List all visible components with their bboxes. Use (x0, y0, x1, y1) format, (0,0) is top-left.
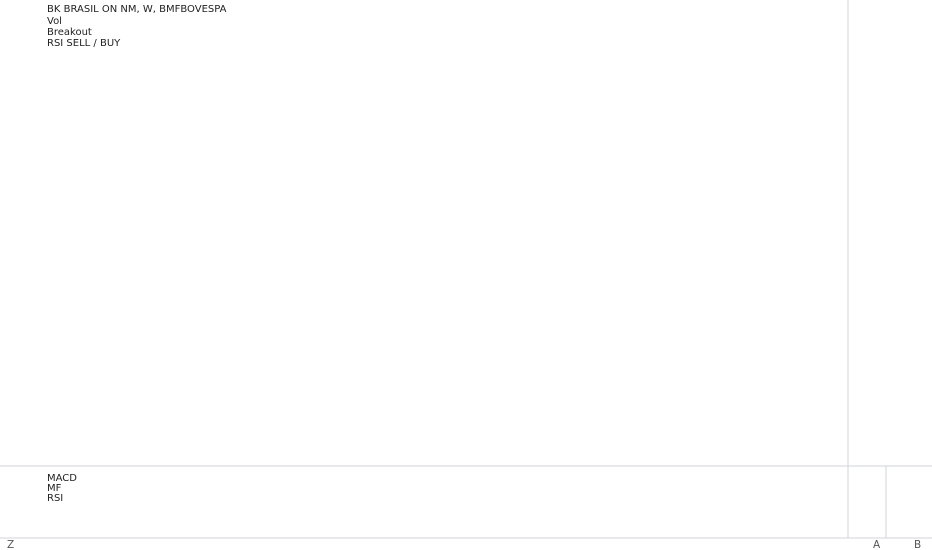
lower-label: MF (47, 483, 62, 494)
corner-label[interactable]: A (873, 539, 881, 550)
chart-title: BK BRASIL ON NM, W, BMFBOVESPA (47, 4, 227, 15)
lower-label: RSI (47, 493, 63, 504)
indicator-label: Breakout (47, 27, 92, 38)
lower-label: MACD (47, 473, 77, 484)
corner-label[interactable]: B (914, 539, 921, 550)
indicator-label: RSI SELL / BUY (47, 38, 121, 49)
indicator-label: Vol (47, 16, 62, 27)
corner-label[interactable]: Z (7, 539, 14, 550)
